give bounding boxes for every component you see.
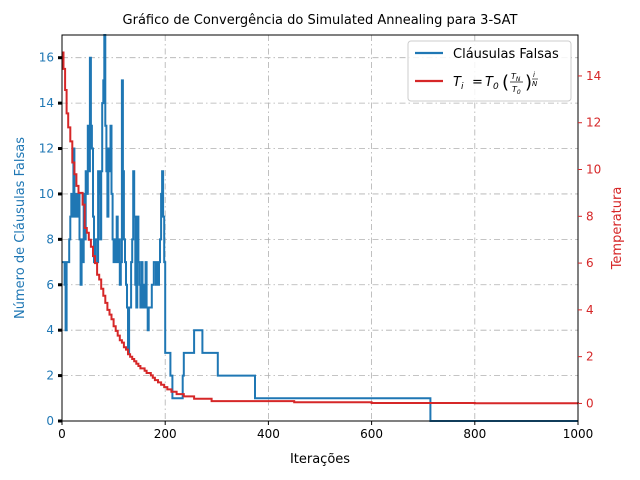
y-left-tick-label: 2 <box>46 369 54 383</box>
x-tick-label: 1000 <box>563 427 594 441</box>
legend: Cláusulas Falsas Ti = T0 ( TN T0 ) i N <box>407 40 572 102</box>
y-right-tick-label: 12 <box>586 116 601 130</box>
chart-title: Gráfico de Convergência do Simulated Ann… <box>123 13 518 28</box>
y-right-tick-label: 14 <box>586 69 601 83</box>
x-tick-label: 400 <box>257 427 280 441</box>
svg-text:N: N <box>532 80 538 88</box>
y-axis-left-label: Número de Cláusulas Falsas <box>13 137 28 319</box>
series-line-temperatura <box>62 51 579 405</box>
series-lines <box>62 34 579 422</box>
x-tick-label: 600 <box>360 427 383 441</box>
x-tick-label: 0 <box>58 427 66 441</box>
svg-text:TN: TN <box>511 72 521 83</box>
y-right-tick-label: 8 <box>586 209 594 223</box>
x-tick-label: 200 <box>154 427 177 441</box>
svg-text:T0: T0 <box>512 85 521 96</box>
y-left-tick-label: 12 <box>39 142 54 156</box>
axes: 0 200 400 600 800 1000 0 2 4 6 8 10 12 14 16 0 2 4 6 8 10 12 1… <box>39 51 602 441</box>
y-right-tick-label: 6 <box>586 256 594 270</box>
y-left-tick-label: 16 <box>39 51 54 65</box>
y-right-tick-label: 2 <box>586 350 594 364</box>
y-left-tick-label: 0 <box>46 414 54 428</box>
y-left-tick-label: 8 <box>46 232 54 246</box>
legend-label-temperatura-formula: Ti = T0 ( TN T0 ) i N <box>453 71 538 96</box>
y-right-tick-label: 0 <box>586 396 594 410</box>
y-axis-right-label: Temperatura <box>610 187 625 271</box>
series-line-clausulas-falsas <box>62 34 578 422</box>
legend-label-falsas: Cláusulas Falsas <box>453 47 559 62</box>
y-left-tick-label: 6 <box>46 278 54 292</box>
svg-text:(: ( <box>502 72 509 93</box>
y-left-tick-label: 14 <box>39 96 54 110</box>
y-left-tick-label: 4 <box>46 323 54 337</box>
svg-text:=: = <box>472 75 483 90</box>
y-right-tick-label: 10 <box>586 163 601 177</box>
legend-box <box>407 40 572 102</box>
svg-text:): ) <box>525 72 532 93</box>
svg-text:Ti: Ti <box>453 75 464 92</box>
svg-text:i: i <box>533 71 535 79</box>
y-right-tick-label: 4 <box>586 303 594 317</box>
x-axis-label: Iterações <box>290 452 350 467</box>
plot-frame <box>61 34 579 422</box>
y-left-tick-label: 10 <box>39 187 54 201</box>
x-tick-label: 800 <box>463 427 486 441</box>
